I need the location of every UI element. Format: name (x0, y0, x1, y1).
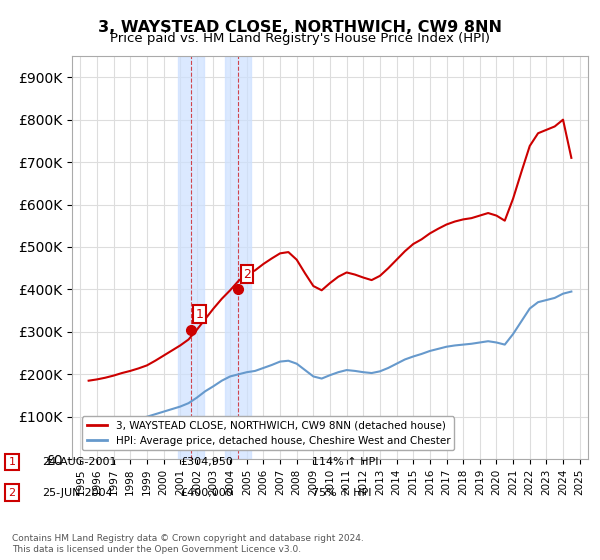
Text: Price paid vs. HM Land Registry's House Price Index (HPI): Price paid vs. HM Land Registry's House … (110, 32, 490, 45)
3, WAYSTEAD CLOSE, NORTHWICH, CW9 8NN (detached house) (335, 273, 342, 280)
HPI: Average price, detached house, Cheshire West and Chester: (2e+03, 1.12e+05): Average price, detached house, Cheshire … (160, 408, 167, 415)
Text: 1: 1 (8, 457, 16, 467)
Text: 3, WAYSTEAD CLOSE, NORTHWICH, CW9 8NN: 3, WAYSTEAD CLOSE, NORTHWICH, CW9 8NN (98, 20, 502, 35)
HPI: Average price, detached house, Cheshire West and Chester: (2.02e+03, 3.95e+05): Average price, detached house, Cheshire … (568, 288, 575, 295)
3, WAYSTEAD CLOSE, NORTHWICH, CW9 8NN (detached house) (434, 225, 442, 232)
Text: 25-JUN-2004: 25-JUN-2004 (42, 488, 113, 498)
HPI: Average price, detached house, Cheshire West and Chester: (2.01e+03, 2.05e+05): Average price, detached house, Cheshire … (335, 369, 342, 376)
Text: 114% ↑ HPI: 114% ↑ HPI (312, 457, 379, 467)
3, WAYSTEAD CLOSE, NORTHWICH, CW9 8NN (detached house) (568, 155, 575, 161)
Text: Contains HM Land Registry data © Crown copyright and database right 2024.: Contains HM Land Registry data © Crown c… (12, 534, 364, 543)
Text: 24-AUG-2001: 24-AUG-2001 (42, 457, 116, 467)
3, WAYSTEAD CLOSE, NORTHWICH, CW9 8NN (detached house) (559, 116, 566, 123)
3, WAYSTEAD CLOSE, NORTHWICH, CW9 8NN (detached house) (210, 305, 217, 312)
Text: £400,000: £400,000 (180, 488, 233, 498)
3, WAYSTEAD CLOSE, NORTHWICH, CW9 8NN (detached house) (101, 374, 109, 381)
3, WAYSTEAD CLOSE, NORTHWICH, CW9 8NN (detached house) (135, 365, 142, 372)
3, WAYSTEAD CLOSE, NORTHWICH, CW9 8NN (detached house) (85, 377, 92, 384)
Text: This data is licensed under the Open Government Licence v3.0.: This data is licensed under the Open Gov… (12, 545, 301, 554)
HPI: Average price, detached house, Cheshire West and Chester: (2e+03, 1.72e+05): Average price, detached house, Cheshire … (210, 383, 217, 390)
HPI: Average price, detached house, Cheshire West and Chester: (2e+03, 8.5e+04): Average price, detached house, Cheshire … (101, 420, 109, 427)
Line: HPI: Average price, detached house, Cheshire West and Chester: HPI: Average price, detached house, Ches… (89, 292, 571, 425)
HPI: Average price, detached house, Cheshire West and Chester: (2e+03, 8e+04): Average price, detached house, Cheshire … (85, 422, 92, 428)
Bar (178, 56, 204, 459)
Line: 3, WAYSTEAD CLOSE, NORTHWICH, CW9 8NN (detached house): 3, WAYSTEAD CLOSE, NORTHWICH, CW9 8NN (d… (89, 120, 571, 381)
Text: 75% ↑ HPI: 75% ↑ HPI (312, 488, 371, 498)
Bar (225, 56, 251, 459)
HPI: Average price, detached house, Cheshire West and Chester: (2.02e+03, 2.6e+05): Average price, detached house, Cheshire … (434, 346, 442, 352)
Text: 2: 2 (243, 268, 251, 281)
Text: £304,950: £304,950 (180, 457, 233, 467)
Text: 1: 1 (196, 308, 204, 321)
HPI: Average price, detached house, Cheshire West and Chester: (2e+03, 9.6e+04): Average price, detached house, Cheshire … (135, 415, 142, 422)
Text: 2: 2 (8, 488, 16, 498)
3, WAYSTEAD CLOSE, NORTHWICH, CW9 8NN (detached house) (160, 352, 167, 359)
Legend: 3, WAYSTEAD CLOSE, NORTHWICH, CW9 8NN (detached house), HPI: Average price, deta: 3, WAYSTEAD CLOSE, NORTHWICH, CW9 8NN (d… (82, 417, 454, 450)
